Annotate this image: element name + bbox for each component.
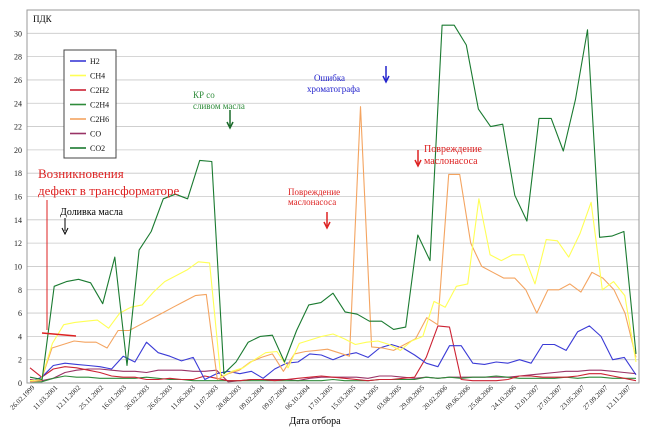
- annotation-chromatograph-arrowhead: [382, 75, 390, 84]
- series-line-c2h4: [30, 375, 636, 383]
- legend-label-co: CO: [90, 130, 101, 139]
- y-tick-label: 4: [18, 332, 22, 341]
- y-tick-label: 20: [14, 146, 22, 155]
- y-tick-label: 6: [18, 309, 22, 318]
- annotation-oil-top-up: Доливка масла: [60, 207, 124, 218]
- annotation-oil-top-up-arrowhead: [61, 227, 69, 236]
- legend-label-ch4: CH4: [90, 72, 105, 81]
- y-tick-label: 18: [14, 169, 22, 178]
- annotation-pump2-line1: Повреждение: [424, 144, 483, 155]
- legend-label-c2h4: C2H4: [90, 101, 109, 110]
- plot-frame: [26, 9, 640, 384]
- y-tick-label: 24: [14, 99, 22, 108]
- y-tick-label: 10: [14, 262, 22, 271]
- series-line-co2: [29, 24, 637, 381]
- y-tick-label: 8: [18, 286, 22, 295]
- annotation-pump2-arrowhead: [414, 159, 422, 168]
- series-line-c2h2: [29, 325, 637, 382]
- annotation-defect-line1: Возникновения: [38, 166, 124, 181]
- legend-label-h2: H2: [90, 57, 100, 66]
- y-tick-label: 12: [14, 239, 22, 248]
- y-tick-label: 14: [14, 216, 22, 225]
- y-tick-label: 16: [14, 193, 22, 202]
- legend: H2 CH4 C2H2 C2H4 C2H6 CO CO2: [63, 49, 117, 159]
- legend-label-c2h2: C2H2: [90, 86, 109, 95]
- annotation-pump2-line2: маслонасоса: [424, 156, 478, 167]
- series-line-h2: [29, 325, 637, 383]
- y-tick-label: 28: [14, 53, 22, 62]
- y-axis-label: ПДК: [33, 14, 53, 24]
- y-tick-label: 22: [14, 123, 22, 132]
- y-tick-label: 30: [14, 29, 22, 38]
- x-axis-label: Дата отбора: [289, 416, 341, 427]
- annotation-overhaul-arrowhead: [226, 121, 234, 130]
- annotation-overhaul-line2: сливом масла: [193, 101, 245, 111]
- annotation-chromatograph-line1: Ошибка: [314, 73, 345, 83]
- annotation-defect-line2: дефект в трансформаторе: [38, 183, 180, 198]
- annotation-pump1-arrowhead: [323, 221, 331, 230]
- annotation-overhaul-line1: КР со: [193, 90, 215, 100]
- annotation-defect-marker: [41, 332, 77, 337]
- series-line-ch4: [29, 198, 637, 382]
- gridlines: [27, 32, 639, 384]
- y-tick-label: 26: [14, 76, 22, 85]
- y-tick-label: 0: [18, 379, 22, 388]
- legend-label-c2h6: C2H6: [90, 115, 109, 124]
- annotation-pump1-line2: маслонасоса: [288, 197, 336, 207]
- series-lines: [29, 24, 637, 383]
- legend-label-co2: CO2: [90, 144, 105, 153]
- annotation-pump1-line1: Повреждение: [288, 187, 340, 197]
- annotation-chromatograph-line2: хроматографа: [307, 84, 360, 94]
- y-tick-label: 2: [18, 356, 22, 365]
- annotations: Возникновения дефект в трансформаторе До…: [38, 66, 483, 337]
